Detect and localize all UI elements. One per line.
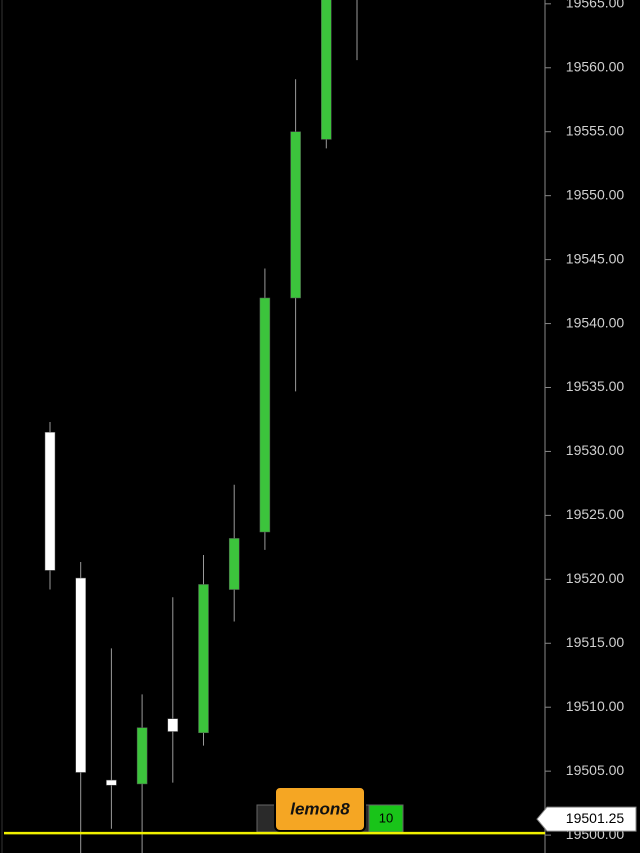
qty-box bbox=[368, 804, 404, 833]
y-tick-label: 19530.00 bbox=[566, 442, 625, 458]
plot-area bbox=[44, 0, 358, 853]
y-tick-label: 19535.00 bbox=[566, 378, 625, 394]
candle-body bbox=[290, 131, 301, 299]
candle-body bbox=[75, 577, 86, 773]
watermark-badge: lemon8 bbox=[274, 786, 366, 832]
y-tick-label: 19550.00 bbox=[566, 186, 625, 202]
y-tick-label: 19505.00 bbox=[566, 762, 625, 778]
y-tick-label: 19520.00 bbox=[566, 570, 625, 586]
y-tick-label: 19545.00 bbox=[566, 250, 625, 266]
y-tick-label: 19510.00 bbox=[566, 698, 625, 714]
y-tick-label: 19560.00 bbox=[566, 58, 625, 74]
y-tick-label: 19555.00 bbox=[566, 122, 625, 138]
candle-body bbox=[228, 538, 240, 590]
last-price-tag bbox=[536, 806, 637, 832]
watermark: lemon8 bbox=[290, 799, 350, 818]
y-tick-label: 19525.00 bbox=[566, 506, 625, 522]
watermark-bg bbox=[274, 786, 366, 832]
position-qty: 10 bbox=[379, 810, 393, 825]
candle-body bbox=[259, 297, 271, 533]
candle-body bbox=[136, 727, 148, 785]
candle-body bbox=[106, 779, 117, 786]
candle-body bbox=[167, 718, 179, 732]
last-price-label: 19501.25 bbox=[566, 810, 625, 826]
candle-body bbox=[321, 0, 332, 140]
y-tick-label: 19540.00 bbox=[566, 314, 625, 330]
y-tick-label: 19515.00 bbox=[566, 634, 625, 650]
candle-body bbox=[44, 432, 56, 571]
candle-body bbox=[198, 584, 209, 734]
y-tick-label: 19565.00 bbox=[566, 0, 625, 11]
